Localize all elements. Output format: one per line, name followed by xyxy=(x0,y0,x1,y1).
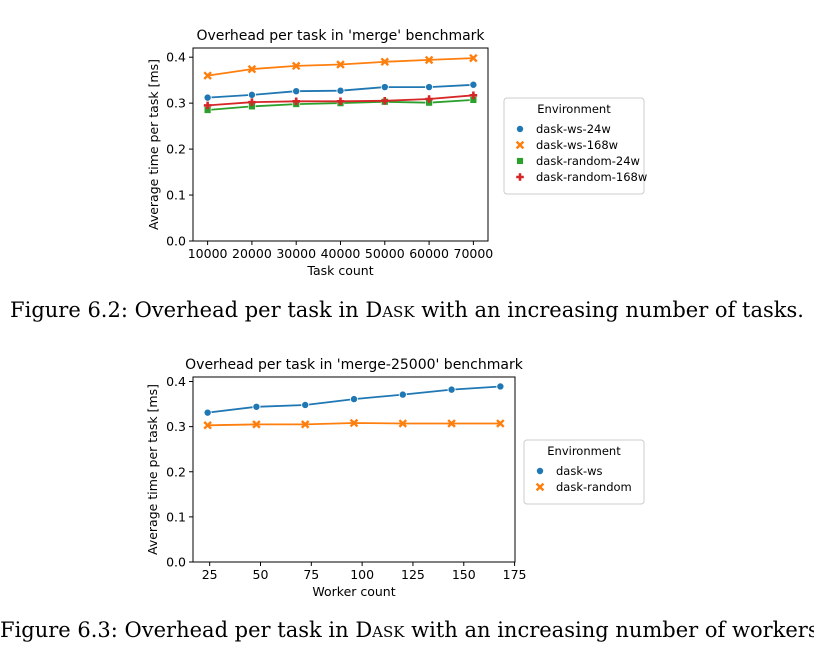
caption-software-name: Dask xyxy=(355,618,405,642)
data-point-dask-ws xyxy=(252,402,261,411)
x-tick-label: 175 xyxy=(503,567,527,582)
data-point-dask-ws-168w xyxy=(203,71,212,80)
legend-marker-dask-ws xyxy=(536,467,545,476)
x-tick-label: 60000 xyxy=(409,246,449,261)
data-point-dask-ws xyxy=(301,400,310,409)
data-point-dask-random xyxy=(496,419,505,428)
legend-marker-dask-ws-168w xyxy=(515,140,525,150)
x-tick-label: 40000 xyxy=(321,246,361,261)
x-tick-label: 70000 xyxy=(454,246,494,261)
x-tick-label: 25 xyxy=(202,567,218,582)
legend-marker-dask-random-24w xyxy=(516,157,524,165)
data-point-dask-random xyxy=(398,419,408,428)
legend-marker-dask-random-168w xyxy=(516,173,524,181)
caption-prefix: Figure 6.3: Overhead per task in xyxy=(0,618,356,642)
y-tick-label: 0.2 xyxy=(166,142,186,157)
legend-label: dask-random xyxy=(556,480,632,494)
data-point-dask-random-168w xyxy=(469,91,478,100)
chart-title: Overhead per task in 'merge-25000' bench… xyxy=(185,357,524,373)
y-axis-label: Average time per task [ms] xyxy=(146,59,161,230)
data-point-dask-ws-168w xyxy=(469,53,478,63)
y-tick-label: 0.4 xyxy=(166,50,186,65)
data-point-dask-random-168w xyxy=(380,97,389,105)
figure-caption-6-3: Figure 6.3: Overhead per task in Dask wi… xyxy=(0,618,814,642)
data-point-dask-ws xyxy=(203,408,212,417)
data-point-dask-ws-168w xyxy=(336,60,345,69)
series-line-dask-ws-168w xyxy=(207,57,474,77)
x-tick-label: 150 xyxy=(452,567,476,582)
legend-marker-dask-random xyxy=(535,482,545,492)
x-tick-label: 50 xyxy=(253,567,269,582)
chart-title: Overhead per task in 'merge' benchmark xyxy=(196,28,485,44)
legend-box xyxy=(503,97,645,195)
data-point-dask-random xyxy=(349,418,359,428)
x-tick-label: 75 xyxy=(303,567,319,582)
y-tick-label: 0.3 xyxy=(166,96,186,111)
legend-title: Environment xyxy=(537,102,611,116)
legend-box xyxy=(523,439,645,505)
data-point-dask-ws-24w xyxy=(469,80,478,89)
x-tick-label: 20000 xyxy=(232,246,272,261)
data-point-dask-random-168w xyxy=(248,98,256,107)
caption-prefix: Figure 6.2: Overhead per task in xyxy=(10,298,366,322)
x-tick-label: 10000 xyxy=(188,246,228,261)
legend-label: dask-ws-24w xyxy=(536,122,611,136)
caption-software-name: Dask xyxy=(365,298,415,322)
data-point-dask-ws-168w xyxy=(291,61,301,71)
x-tick-label: 100 xyxy=(350,567,374,582)
legend-label: dask-random-24w xyxy=(536,154,640,168)
y-tick-label: 0.1 xyxy=(166,188,186,203)
y-axis-label: Average time per task [ms] xyxy=(145,384,160,555)
data-point-dask-random xyxy=(300,420,310,429)
data-point-dask-ws-168w xyxy=(424,55,434,65)
x-tick-label: 125 xyxy=(401,567,425,582)
data-point-dask-ws-24w xyxy=(380,83,389,92)
data-point-dask-ws xyxy=(496,382,505,391)
plot-frame xyxy=(192,47,489,242)
data-point-dask-ws-168w xyxy=(380,57,390,67)
data-point-dask-ws-24w xyxy=(292,87,301,96)
legend-label: dask-ws-168w xyxy=(536,138,618,152)
legend-marker-dask-ws-24w xyxy=(516,125,525,134)
legend-title: Environment xyxy=(547,444,621,458)
x-tick-label: 50000 xyxy=(365,246,405,261)
caption-suffix: with an increasing number of workers. xyxy=(404,618,814,642)
data-point-dask-ws xyxy=(349,395,358,404)
data-point-dask-random xyxy=(447,419,456,428)
data-point-dask-random xyxy=(252,420,261,429)
data-point-dask-ws-168w xyxy=(247,64,257,74)
data-point-dask-random xyxy=(203,421,212,430)
data-point-dask-random-168w xyxy=(292,97,301,106)
data-point-dask-ws xyxy=(447,385,456,394)
legend-label: dask-ws xyxy=(556,464,603,478)
caption-suffix: with an increasing number of tasks. xyxy=(414,298,804,322)
data-point-dask-random-168w xyxy=(203,101,212,110)
x-tick-label: 30000 xyxy=(276,246,316,261)
y-tick-label: 0.2 xyxy=(166,464,186,479)
y-tick-label: 0.0 xyxy=(166,555,186,570)
x-axis-label: Task count xyxy=(306,263,373,278)
y-tick-label: 0.0 xyxy=(166,234,186,249)
y-tick-label: 0.3 xyxy=(166,419,186,434)
data-point-dask-ws-24w xyxy=(336,86,345,95)
data-point-dask-ws-24w xyxy=(247,90,256,99)
legend-label: dask-random-168w xyxy=(536,170,647,184)
y-tick-label: 0.4 xyxy=(166,374,186,389)
figure-caption-6-2: Figure 6.2: Overhead per task in Dask wi… xyxy=(0,298,814,322)
data-point-dask-ws xyxy=(398,390,407,399)
data-point-dask-ws-24w xyxy=(203,93,212,102)
chart-merge-worker-count: Overhead per task in 'merge-25000' bench… xyxy=(145,357,645,599)
y-tick-label: 0.1 xyxy=(166,509,186,524)
data-point-dask-random-168w xyxy=(425,95,433,103)
plot-frame xyxy=(192,376,516,563)
chart-merge-task-count: Overhead per task in 'merge' benchmark 0.… xyxy=(146,28,647,278)
x-axis-label: Worker count xyxy=(312,584,395,599)
data-point-dask-ws-24w xyxy=(425,83,434,92)
data-point-dask-random-168w xyxy=(336,97,345,106)
